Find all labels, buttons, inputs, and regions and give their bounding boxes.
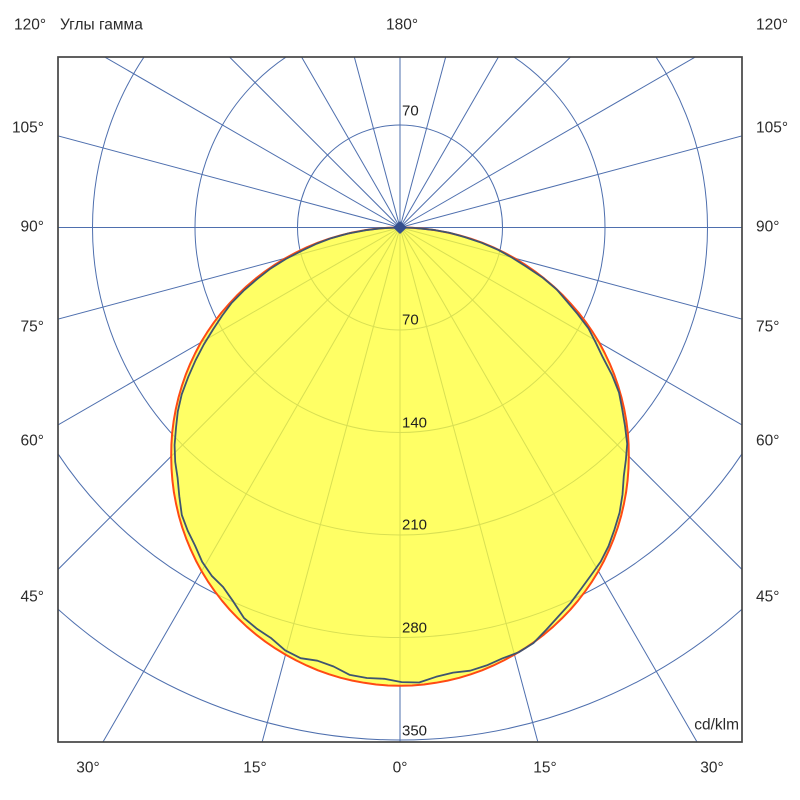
bottom-angle-label-3: 15° (533, 759, 557, 777)
left-angle-label-75°: 75° (20, 318, 44, 336)
bottom-angle-label-0: 30° (76, 759, 100, 777)
ring-value-label-2: 140 (402, 414, 428, 432)
angle-label-180-top-center: 180° (385, 16, 419, 34)
chart-title: Углы гамма (60, 16, 143, 34)
left-angle-label-90°: 90° (20, 218, 44, 236)
ring-value-label-0: 70 (402, 102, 419, 120)
angle-label-120-top-right: 120° (755, 16, 789, 34)
right-angle-label-75°: 75° (756, 318, 780, 336)
left-angle-label-45°: 45° (20, 588, 44, 606)
ring-value-label-5: 350 (402, 722, 428, 740)
unit-label: cd/klm (694, 716, 739, 734)
right-angle-label-90°: 90° (756, 218, 780, 236)
bottom-angle-label-2: 0° (392, 759, 408, 777)
left-angle-label-105°: 105° (11, 119, 44, 137)
bottom-angle-label-4: 30° (700, 759, 724, 777)
bottom-angle-label-1: 15° (243, 759, 267, 777)
right-angle-label-60°: 60° (756, 432, 780, 450)
angle-label-120-top-left: 120° (13, 16, 47, 34)
ring-value-label-4: 280 (402, 619, 428, 637)
left-angle-label-60°: 60° (20, 432, 44, 450)
ring-value-label-3: 210 (402, 516, 428, 534)
right-angle-label-105°: 105° (756, 119, 789, 137)
ring-value-label-1: 70 (402, 311, 419, 329)
right-angle-label-45°: 45° (756, 588, 780, 606)
